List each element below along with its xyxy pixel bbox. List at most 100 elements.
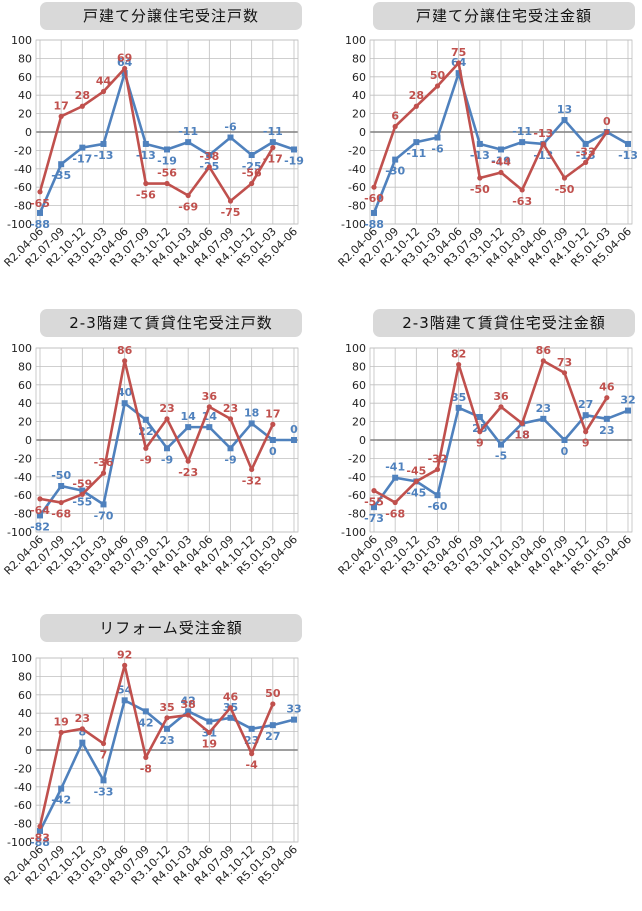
- data-label: -6: [431, 143, 444, 156]
- data-point: [561, 117, 568, 124]
- data-point: [604, 129, 610, 135]
- y-tick-label: -40: [14, 163, 32, 176]
- data-label: 19: [54, 716, 69, 729]
- data-label: 35: [159, 701, 174, 714]
- plot-area: [369, 347, 633, 533]
- data-point: [413, 478, 419, 484]
- data-point: [227, 416, 234, 422]
- y-tick-label: 80: [352, 360, 366, 373]
- data-label: 23: [159, 402, 174, 415]
- data-point: [371, 209, 377, 216]
- data-point: [164, 416, 170, 422]
- y-tick-label: -80: [14, 508, 32, 521]
- data-label: 40: [117, 386, 133, 399]
- data-label: -32: [428, 452, 448, 465]
- data-point: [206, 152, 213, 158]
- y-tick-label: 20: [18, 726, 32, 739]
- y-tick-label: 60: [352, 379, 366, 392]
- data-point: [498, 146, 504, 153]
- data-point: [100, 740, 107, 747]
- data-point: [58, 483, 65, 489]
- data-label: -13: [470, 149, 490, 162]
- data-label: -55: [72, 496, 92, 509]
- data-point: [37, 512, 43, 519]
- y-tick-label: 0: [359, 434, 366, 447]
- data-point: [37, 827, 43, 834]
- data-point: [269, 139, 276, 146]
- data-point: [248, 420, 255, 427]
- data-label: -13: [533, 127, 553, 140]
- data-label: 28: [409, 89, 424, 102]
- data-label: -83: [30, 831, 50, 844]
- data-point: [456, 361, 462, 368]
- data-point: [79, 144, 86, 151]
- data-point: [58, 729, 64, 736]
- y-tick-label: 40: [18, 707, 32, 720]
- data-label: -42: [51, 794, 71, 807]
- y-tick-label: -40: [348, 471, 366, 484]
- series-line-red: [38, 664, 275, 827]
- data-point: [455, 404, 462, 411]
- y-tick-label: 80: [18, 52, 32, 65]
- data-label: 0: [269, 445, 277, 458]
- data-label: -69: [178, 200, 198, 213]
- data-label: 23: [159, 734, 174, 747]
- data-label: 44: [96, 75, 112, 88]
- data-point: [371, 488, 377, 494]
- y-tick-label: -60: [14, 799, 32, 812]
- y-tick-label: -40: [14, 471, 32, 484]
- y-tick-label: -80: [14, 200, 32, 213]
- data-point: [413, 139, 420, 146]
- data-point: [37, 496, 43, 502]
- plot-area: [35, 347, 299, 533]
- data-label: -13: [576, 149, 596, 162]
- data-label: -13: [94, 149, 114, 162]
- data-point: [142, 708, 149, 715]
- data-point: [582, 412, 589, 419]
- y-tick-label: -100: [341, 218, 366, 231]
- data-point: [583, 159, 589, 165]
- data-point: [164, 715, 170, 721]
- data-point: [164, 146, 170, 153]
- y-tick-label: -40: [14, 781, 32, 794]
- data-label: 36: [493, 390, 509, 403]
- y-tick-label: -20: [14, 762, 32, 775]
- data-point: [227, 714, 234, 721]
- data-label: 23: [75, 712, 90, 725]
- data-point: [603, 415, 610, 422]
- data-label: -50: [555, 183, 575, 196]
- data-point: [249, 466, 255, 473]
- data-point: [582, 140, 589, 147]
- data-point: [58, 499, 64, 506]
- data-point: [79, 487, 86, 494]
- data-label: 17: [54, 99, 69, 112]
- data-label: -19: [284, 154, 304, 167]
- data-point: [561, 437, 568, 443]
- data-point: [37, 823, 43, 829]
- data-point: [392, 156, 399, 163]
- plot-area: [369, 39, 633, 225]
- data-label: -68: [51, 508, 71, 521]
- data-point: [227, 198, 234, 204]
- data-label: -33: [576, 145, 596, 158]
- chart-title: 2-3階建て賃貸住宅受注戸数: [40, 309, 302, 337]
- data-point: [122, 358, 128, 364]
- data-label: 42: [138, 716, 153, 729]
- data-label: 0: [290, 423, 298, 436]
- data-label: -8: [140, 762, 152, 775]
- data-label: 23: [223, 402, 238, 415]
- data-point: [249, 180, 255, 187]
- data-label: 36: [202, 390, 218, 403]
- data-label: 46: [223, 691, 239, 704]
- data-label: 14: [181, 410, 197, 423]
- data-label: 86: [536, 344, 552, 357]
- data-point: [143, 180, 149, 187]
- data-label: -56: [242, 167, 262, 180]
- data-point: [227, 705, 234, 711]
- data-point: [164, 180, 170, 187]
- data-point: [206, 718, 213, 725]
- data-label: -35: [51, 169, 71, 182]
- y-tick-label: 40: [18, 89, 32, 102]
- data-point: [227, 134, 234, 141]
- data-point: [185, 139, 192, 146]
